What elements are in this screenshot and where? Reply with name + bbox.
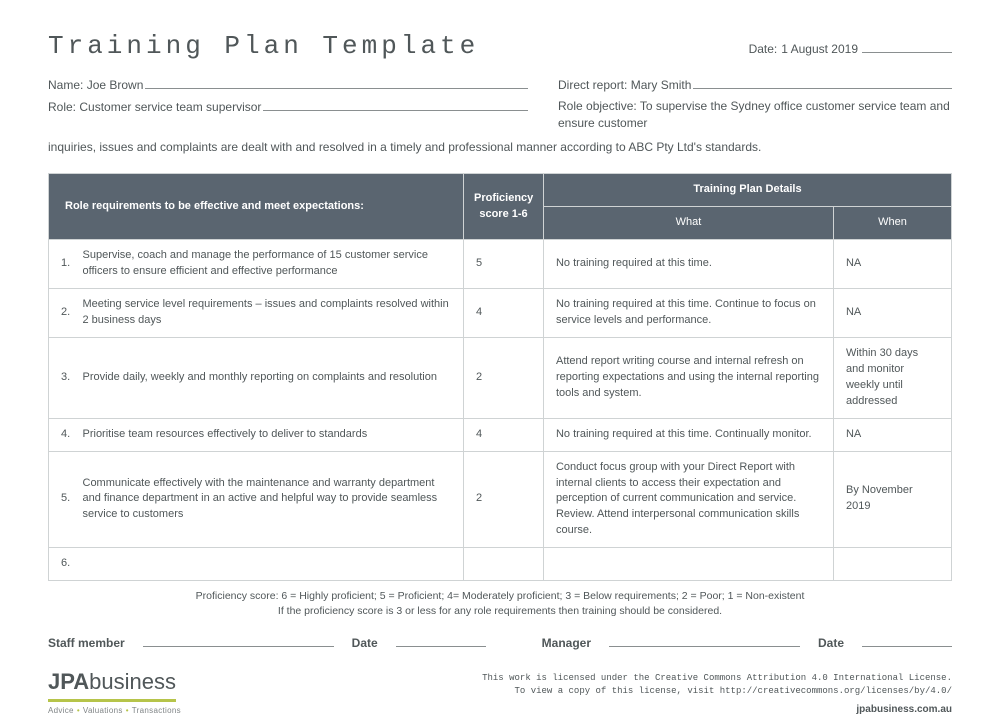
row-what: No training required at this time. Conti… (543, 289, 833, 338)
row-what (543, 548, 833, 581)
logo-text: JPAbusiness (48, 666, 176, 702)
date-block: Date: 1 August 2019 (749, 41, 952, 58)
sign-manager-label: Manager (542, 635, 591, 652)
legend-line-2: If the proficiency score is 3 or less fo… (48, 604, 952, 619)
row-what: Attend report writing course and interna… (543, 337, 833, 418)
row-what: Conduct focus group with your Direct Rep… (543, 451, 833, 548)
logo: JPAbusiness Advice•Valuations•Transactio… (48, 666, 181, 716)
row-when: NA (833, 418, 951, 451)
th-what: What (543, 207, 833, 240)
row-score (463, 548, 543, 581)
license-line-2: To view a copy of this license, visit ht… (482, 685, 952, 699)
row-when: NA (833, 240, 951, 289)
direct-report-value: Mary Smith (631, 77, 692, 94)
sign-date1-label: Date (352, 635, 378, 652)
table-row: 3.Provide daily, weekly and monthly repo… (49, 337, 952, 418)
row-requirement: Prioritise team resources effectively to… (83, 418, 464, 451)
sign-date2-line (862, 634, 952, 647)
direct-report-label: Direct report: (558, 77, 627, 94)
logo-business: business (89, 669, 176, 694)
info-row-1: Name: Joe Brown Direct report: Mary Smit… (48, 76, 952, 94)
row-what: No training required at this time. (543, 240, 833, 289)
date-value: 1 August 2019 (781, 41, 858, 58)
table-row: 4.Prioritise team resources effectively … (49, 418, 952, 451)
row-score: 4 (463, 418, 543, 451)
license-block: This work is licensed under the Creative… (482, 672, 952, 717)
row-requirement: Communicate effectively with the mainten… (83, 451, 464, 548)
th-details: Training Plan Details (543, 174, 951, 207)
legend: Proficiency score: 6 = Highly proficient… (48, 589, 952, 619)
logo-subtitle: Advice•Valuations•Transactions (48, 705, 181, 717)
sign-staff-label: Staff member (48, 635, 125, 652)
sign-manager-line (609, 634, 800, 647)
row-score: 2 (463, 337, 543, 418)
th-when: When (833, 207, 951, 240)
name-label: Name: (48, 77, 83, 94)
row-requirement: Provide daily, weekly and monthly report… (83, 337, 464, 418)
info-row-2: Role: Customer service team supervisorRo… (48, 98, 952, 133)
row-when (833, 548, 951, 581)
site-url: jpabusiness.com.au (482, 702, 952, 717)
row-what: No training required at this time. Conti… (543, 418, 833, 451)
name-value: Joe Brown (87, 77, 144, 94)
table-row: 6. (49, 548, 952, 581)
role-objective-full: inquiries, issues and complaints are dea… (48, 137, 952, 157)
sign-date1-line (396, 634, 486, 647)
row-num: 4. (49, 418, 83, 451)
legend-line-1: Proficiency score: 6 = Highly proficient… (48, 589, 952, 604)
table-row: 5.Communicate effectively with the maint… (49, 451, 952, 548)
row-num: 3. (49, 337, 83, 418)
page-title: Training Plan Template (48, 28, 479, 66)
license-line-1: This work is licensed under the Creative… (482, 672, 952, 686)
title-row: Training Plan Template Date: 1 August 20… (48, 28, 952, 66)
row-requirement: Meeting service level requirements – iss… (83, 289, 464, 338)
sign-staff-line (143, 634, 334, 647)
row-num: 2. (49, 289, 83, 338)
sign-date2-label: Date (818, 635, 844, 652)
row-requirement (83, 548, 464, 581)
row-when: Within 30 days and monitor weekly until … (833, 337, 951, 418)
direct-report-underline (693, 76, 952, 89)
table-row: 2.Meeting service level requirements – i… (49, 289, 952, 338)
row-score: 4 (463, 289, 543, 338)
logo-jpa: JPA (48, 669, 89, 694)
date-label: Date: (749, 41, 778, 58)
row-when: By November 2019 (833, 451, 951, 548)
row-num: 5. (49, 451, 83, 548)
table-row: 1.Supervise, coach and manage the perfor… (49, 240, 952, 289)
name-underline (145, 76, 528, 89)
row-when: NA (833, 289, 951, 338)
signature-row: Staff member Date Manager Date (48, 634, 952, 652)
footer: JPAbusiness Advice•Valuations•Transactio… (48, 666, 952, 716)
row-score: 5 (463, 240, 543, 289)
training-plan-table: Role requirements to be effective and me… (48, 173, 952, 581)
row-num: 1. (49, 240, 83, 289)
th-score: Proficiency score 1-6 (463, 174, 543, 240)
row-requirement: Supervise, coach and manage the performa… (83, 240, 464, 289)
date-underline (862, 41, 952, 53)
th-requirements: Role requirements to be effective and me… (49, 174, 464, 240)
row-score: 2 (463, 451, 543, 548)
row-num: 6. (49, 548, 83, 581)
